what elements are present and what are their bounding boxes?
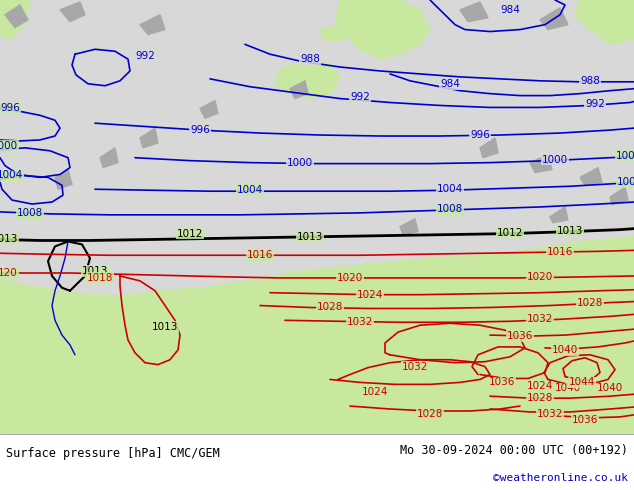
Text: 1024: 1024 <box>527 381 553 392</box>
Text: 988: 988 <box>300 54 320 64</box>
Text: ©weatheronline.co.uk: ©weatheronline.co.uk <box>493 472 628 483</box>
Text: 1008: 1008 <box>437 204 463 214</box>
Text: 1024: 1024 <box>362 387 388 397</box>
Text: 1000: 1000 <box>287 158 313 168</box>
Polygon shape <box>530 155 552 172</box>
Polygon shape <box>200 100 218 118</box>
Text: 1000: 1000 <box>542 155 568 165</box>
Text: 1004: 1004 <box>0 171 23 180</box>
Text: 1024: 1024 <box>357 290 383 300</box>
Polygon shape <box>580 168 602 185</box>
Polygon shape <box>140 128 158 148</box>
Text: 1004: 1004 <box>237 185 263 195</box>
Text: 1012: 1012 <box>177 228 203 239</box>
Text: 984: 984 <box>440 79 460 89</box>
Text: 1032: 1032 <box>527 314 553 324</box>
Text: 1036: 1036 <box>507 331 533 341</box>
Text: 1000: 1000 <box>616 151 634 161</box>
Text: 1020: 1020 <box>527 272 553 282</box>
Text: 1012: 1012 <box>497 227 523 238</box>
Polygon shape <box>55 170 72 189</box>
Text: 996: 996 <box>470 130 490 140</box>
Text: 1018: 1018 <box>87 273 113 283</box>
Text: 1016: 1016 <box>247 250 273 260</box>
Text: 1028: 1028 <box>527 393 553 403</box>
Text: 984: 984 <box>500 5 520 15</box>
Text: 1013: 1013 <box>152 322 178 332</box>
Text: 1013: 1013 <box>0 234 18 244</box>
Text: 1044: 1044 <box>569 377 595 388</box>
Polygon shape <box>0 0 30 39</box>
Text: 1036: 1036 <box>572 415 598 425</box>
Text: Mo 30-09-2024 00:00 UTC (00+192): Mo 30-09-2024 00:00 UTC (00+192) <box>399 444 628 457</box>
Text: 1016: 1016 <box>547 247 573 257</box>
Text: 988: 988 <box>580 76 600 86</box>
Polygon shape <box>575 0 634 45</box>
Polygon shape <box>480 138 498 158</box>
Polygon shape <box>100 148 118 168</box>
Text: 992: 992 <box>350 92 370 101</box>
Polygon shape <box>290 81 308 98</box>
Text: 1032: 1032 <box>537 409 563 419</box>
Text: 992: 992 <box>585 99 605 109</box>
Text: 1013: 1013 <box>557 225 583 236</box>
Polygon shape <box>320 24 345 41</box>
Polygon shape <box>0 237 634 434</box>
Text: Surface pressure [hPa] CMC/GEM: Surface pressure [hPa] CMC/GEM <box>6 447 220 460</box>
Polygon shape <box>460 2 488 22</box>
Text: 992: 992 <box>135 51 155 61</box>
Text: 1032: 1032 <box>402 362 428 371</box>
Text: 1013: 1013 <box>82 266 108 276</box>
Text: 996: 996 <box>0 103 20 113</box>
Text: 1036: 1036 <box>489 377 515 388</box>
Polygon shape <box>140 15 165 34</box>
Text: 1000: 1000 <box>0 141 18 151</box>
Text: 1032: 1032 <box>347 318 373 327</box>
Polygon shape <box>5 5 28 27</box>
Text: 1040: 1040 <box>597 383 623 393</box>
Polygon shape <box>400 219 418 235</box>
Text: 1013: 1013 <box>297 232 323 242</box>
Polygon shape <box>60 2 85 22</box>
Text: 1040: 1040 <box>555 383 581 393</box>
Polygon shape <box>610 187 628 205</box>
Text: 1028: 1028 <box>417 409 443 419</box>
Text: 1004: 1004 <box>617 177 634 187</box>
Polygon shape <box>550 207 568 223</box>
Polygon shape <box>275 59 340 98</box>
Text: 1008: 1008 <box>17 208 43 218</box>
Polygon shape <box>540 8 568 29</box>
Text: 1020: 1020 <box>337 273 363 283</box>
Text: 1028: 1028 <box>317 302 343 313</box>
Text: 1040: 1040 <box>552 345 578 355</box>
Text: 1004: 1004 <box>437 184 463 194</box>
Polygon shape <box>335 0 430 59</box>
Text: 120: 120 <box>0 268 18 278</box>
Text: 996: 996 <box>190 125 210 135</box>
Text: 1028: 1028 <box>577 297 603 308</box>
